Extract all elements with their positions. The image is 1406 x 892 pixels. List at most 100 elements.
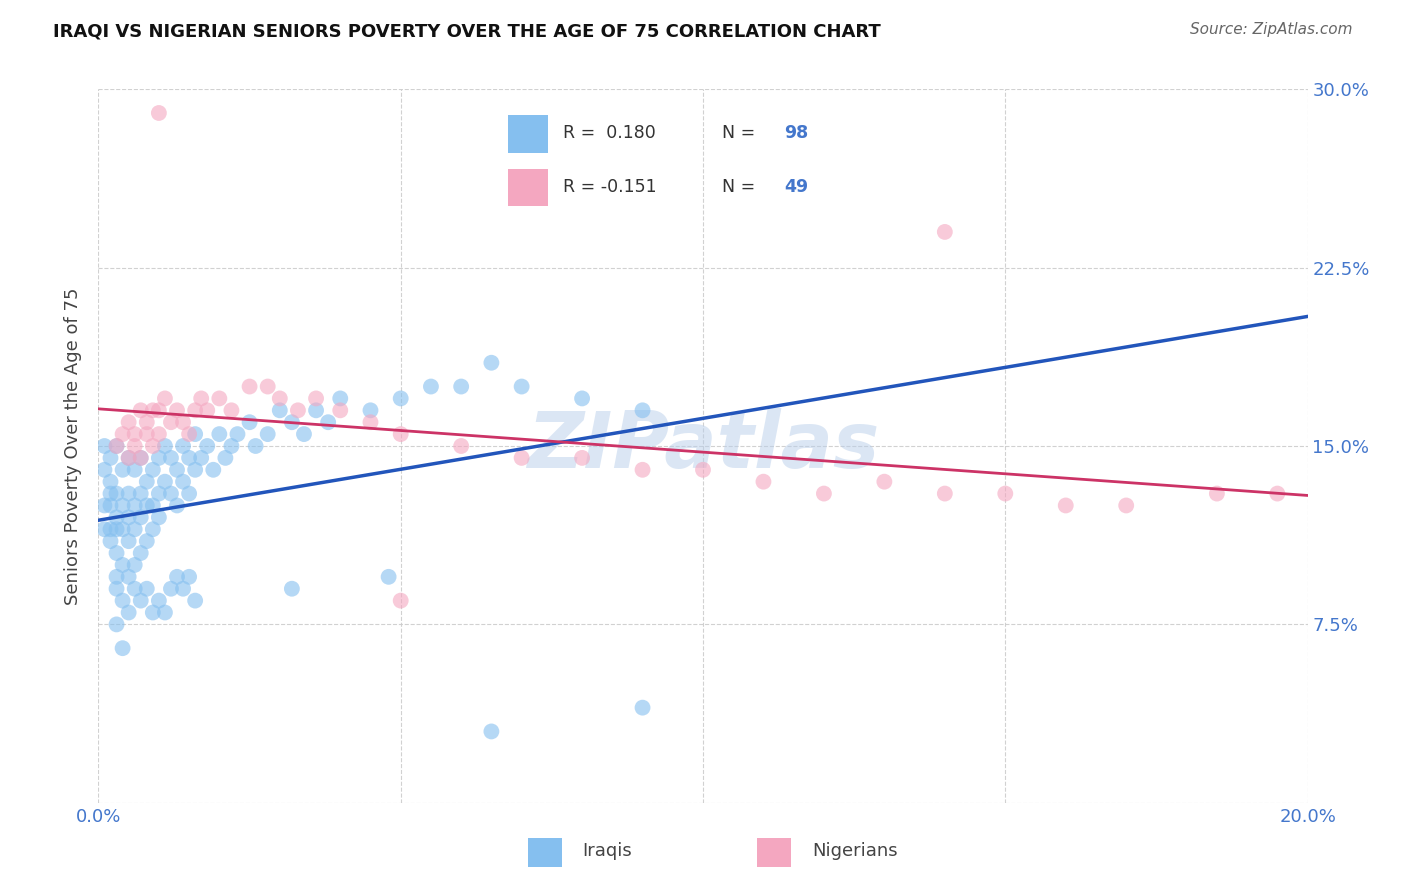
Point xyxy=(571,392,593,406)
Point xyxy=(166,463,188,477)
Point xyxy=(118,570,141,584)
Point xyxy=(256,379,278,393)
Point xyxy=(111,593,134,607)
Point xyxy=(93,522,115,536)
Point xyxy=(208,392,231,406)
Point xyxy=(166,403,188,417)
Point xyxy=(118,510,141,524)
Point xyxy=(934,486,956,500)
Point xyxy=(420,379,443,393)
Point xyxy=(111,463,134,477)
Text: IRAQI VS NIGERIAN SENIORS POVERTY OVER THE AGE OF 75 CORRELATION CHART: IRAQI VS NIGERIAN SENIORS POVERTY OVER T… xyxy=(53,22,882,40)
Point xyxy=(135,415,157,429)
Point xyxy=(1206,486,1229,500)
Point xyxy=(111,641,134,656)
Point xyxy=(172,415,194,429)
Point xyxy=(153,606,176,620)
Point xyxy=(105,439,128,453)
Point xyxy=(360,403,382,417)
Point xyxy=(631,700,654,714)
Point xyxy=(752,475,775,489)
Point xyxy=(105,522,128,536)
Point xyxy=(135,499,157,513)
Point xyxy=(100,499,122,513)
Point xyxy=(450,439,472,453)
Point xyxy=(208,427,231,442)
Point xyxy=(135,427,157,442)
Point xyxy=(166,570,188,584)
Point xyxy=(813,486,835,500)
Point xyxy=(281,415,304,429)
Point xyxy=(184,463,207,477)
Point xyxy=(1115,499,1137,513)
Point xyxy=(692,463,714,477)
Point xyxy=(245,439,267,453)
Point xyxy=(172,439,194,453)
Point xyxy=(129,450,152,465)
Point xyxy=(124,558,146,572)
Point xyxy=(105,486,128,500)
FancyBboxPatch shape xyxy=(527,838,561,867)
Point xyxy=(124,439,146,453)
Point xyxy=(124,499,146,513)
Point xyxy=(239,415,262,429)
Point xyxy=(184,403,207,417)
Point xyxy=(221,439,243,453)
Point xyxy=(329,403,352,417)
Point xyxy=(195,403,218,417)
Point xyxy=(135,475,157,489)
Point xyxy=(118,415,141,429)
Point xyxy=(160,415,183,429)
Point xyxy=(292,427,315,442)
Point xyxy=(129,546,152,560)
Point xyxy=(148,510,170,524)
Point xyxy=(377,570,399,584)
Text: Source: ZipAtlas.com: Source: ZipAtlas.com xyxy=(1189,22,1353,37)
Point xyxy=(1054,499,1077,513)
Point xyxy=(214,450,236,465)
Point xyxy=(269,392,291,406)
Point xyxy=(172,582,194,596)
Point xyxy=(179,427,201,442)
Point xyxy=(93,499,115,513)
Text: ZIPatlas: ZIPatlas xyxy=(527,408,879,484)
Point xyxy=(179,486,201,500)
Point xyxy=(129,486,152,500)
Y-axis label: Seniors Poverty Over the Age of 75: Seniors Poverty Over the Age of 75 xyxy=(63,287,82,605)
Point xyxy=(153,392,176,406)
Point xyxy=(510,379,533,393)
Point xyxy=(129,593,152,607)
Point xyxy=(994,486,1017,500)
Point xyxy=(148,427,170,442)
Point xyxy=(148,450,170,465)
Point xyxy=(934,225,956,239)
Point xyxy=(190,450,212,465)
Point xyxy=(631,403,654,417)
Point xyxy=(100,450,122,465)
Point xyxy=(179,570,201,584)
Point xyxy=(360,415,382,429)
Point xyxy=(631,463,654,477)
Point xyxy=(111,499,134,513)
Point xyxy=(142,606,165,620)
Point xyxy=(142,463,165,477)
Point xyxy=(195,439,218,453)
Point xyxy=(305,392,328,406)
Point xyxy=(118,534,141,549)
Point xyxy=(166,499,188,513)
Point xyxy=(142,403,165,417)
Point xyxy=(571,450,593,465)
FancyBboxPatch shape xyxy=(758,838,792,867)
Point xyxy=(316,415,339,429)
Point xyxy=(481,724,503,739)
Point xyxy=(239,379,262,393)
Point xyxy=(105,546,128,560)
Point xyxy=(226,427,249,442)
Point xyxy=(124,582,146,596)
Point xyxy=(389,392,412,406)
Point xyxy=(148,486,170,500)
Point xyxy=(105,570,128,584)
Point xyxy=(510,450,533,465)
Point xyxy=(179,450,201,465)
Point xyxy=(135,582,157,596)
